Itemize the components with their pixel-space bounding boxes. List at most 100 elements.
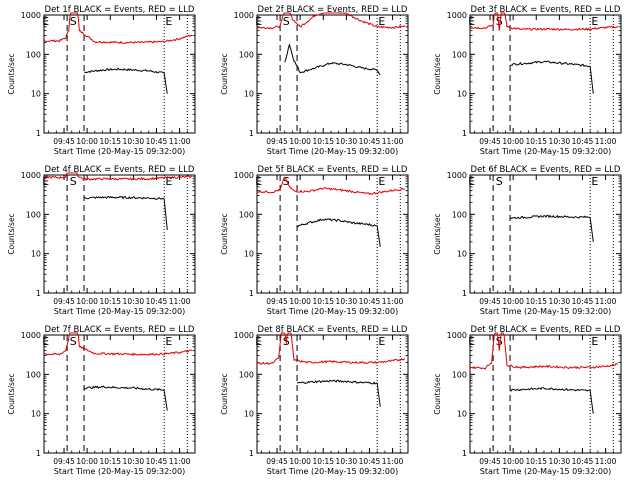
x-tick-label: 10:45 (359, 297, 381, 306)
panel-title: Det 6f BLACK = Events, RED = LLD (471, 165, 621, 175)
x-tick-label: 10:00 (76, 137, 98, 146)
lld-series-line (256, 12, 406, 30)
y-tick-label: 1 (36, 129, 41, 138)
x-tick-label: 10:30 (549, 137, 571, 146)
y-axis-label: Counts/sec (433, 53, 442, 94)
x-tick-label: 10:15 (99, 137, 121, 146)
y-tick-label: 100 (452, 370, 467, 379)
x-axis-label: Start Time (20-May-15 09:32:00) (267, 307, 398, 316)
marker-e-left: E (42, 15, 49, 28)
lld-series-line (43, 12, 193, 45)
x-tick-label: 09:45 (479, 297, 501, 306)
events-series-line (510, 387, 594, 414)
y-axis-label: Counts/sec (433, 373, 442, 414)
marker-e-right: E (378, 175, 385, 188)
y-tick-label: 100 (452, 210, 467, 219)
panel-det-3: Det 3f BLACK = Events, RED = LLD 1 10 100 10… (433, 5, 622, 156)
x-tick-label: 10:30 (336, 137, 358, 146)
panel-title: Det 7f BLACK = Events, RED = LLD (45, 325, 195, 335)
x-tick-label: 10:45 (572, 137, 594, 146)
events-series-line (83, 67, 168, 94)
marker-s: S (70, 335, 77, 348)
y-tick-label: 1000 (447, 11, 467, 20)
x-tick-label: 10:30 (336, 457, 358, 466)
x-tick-label: 10:15 (525, 457, 547, 466)
x-axis-label: Start Time (20-May-15 09:32:00) (54, 467, 185, 476)
x-tick-label: 10:00 (502, 457, 524, 466)
y-tick-label: 1000 (21, 171, 41, 180)
y-tick-label: 100 (239, 50, 254, 59)
plot-frame (256, 14, 409, 134)
x-tick-label: 10:15 (312, 137, 334, 146)
x-tick-label: 09:45 (266, 137, 288, 146)
events-series-line (297, 218, 381, 247)
marker-e-left: E (42, 175, 49, 188)
x-tick-label: 10:15 (99, 297, 121, 306)
y-tick-label: 10 (31, 410, 41, 419)
marker-e-left: E (468, 335, 475, 348)
panel-det-6: Det 6f BLACK = Events, RED = LLD 1 10 100 10… (433, 165, 622, 316)
x-axis-label: Start Time (20-May-15 09:32:00) (267, 147, 398, 156)
y-tick-label: 1 (36, 289, 41, 298)
y-tick-label: 100 (239, 210, 254, 219)
marker-e-left: E (468, 15, 475, 28)
plot-frame (256, 174, 409, 294)
panel-det-2: Det 2f BLACK = Events, RED = LLD 1 10 100 10… (220, 5, 409, 156)
y-tick-label: 10 (457, 250, 467, 259)
y-tick-label: 1 (36, 449, 41, 458)
y-tick-label: 1000 (234, 331, 254, 340)
x-tick-label: 11:00 (382, 297, 404, 306)
x-tick-label: 10:45 (359, 457, 381, 466)
y-tick-label: 10 (244, 250, 254, 259)
x-tick-label: 09:45 (266, 297, 288, 306)
y-tick-label: 10 (457, 410, 467, 419)
marker-e-right: E (378, 335, 385, 348)
x-tick-label: 10:00 (502, 137, 524, 146)
y-axis-label: Counts/sec (220, 373, 229, 414)
y-tick-label: 1 (462, 129, 467, 138)
x-tick-label: 09:45 (479, 137, 501, 146)
y-tick-label: 10 (457, 90, 467, 99)
x-tick-label: 10:45 (572, 457, 594, 466)
x-tick-label: 10:45 (146, 457, 168, 466)
x-tick-label: 10:30 (123, 297, 145, 306)
events-series-line (83, 385, 168, 411)
x-tick-label: 10:30 (123, 457, 145, 466)
x-tick-label: 10:00 (289, 457, 311, 466)
x-tick-label: 11:00 (382, 457, 404, 466)
x-tick-label: 11:00 (169, 297, 191, 306)
events-series-line (509, 214, 594, 242)
events-series-line (510, 60, 594, 94)
panel-title: Det 2f BLACK = Events, RED = LLD (258, 5, 408, 15)
plot-frame (256, 334, 409, 454)
plot-frame (43, 334, 196, 454)
lld-series-line (469, 12, 619, 31)
plot-frame (469, 14, 622, 134)
panel-title: Det 1f BLACK = Events, RED = LLD (45, 5, 195, 15)
y-tick-label: 100 (26, 210, 41, 219)
y-tick-label: 1 (249, 289, 254, 298)
marker-s: S (496, 335, 503, 348)
panel-det-7: Det 7f BLACK = Events, RED = LLD 1 10 100 10… (7, 325, 196, 476)
x-tick-label: 11:00 (169, 137, 191, 146)
x-tick-label: 10:15 (312, 297, 334, 306)
y-tick-label: 100 (26, 370, 41, 379)
lld-series-line (43, 172, 192, 181)
x-tick-label: 09:45 (53, 457, 75, 466)
x-axis-label: Start Time (20-May-15 09:32:00) (267, 467, 398, 476)
y-axis-label: Counts/sec (7, 213, 16, 254)
x-tick-label: 11:00 (595, 457, 617, 466)
y-tick-label: 1 (462, 289, 467, 298)
x-tick-label: 10:15 (99, 457, 121, 466)
y-tick-label: 1000 (21, 331, 41, 340)
panel-title: Det 3f BLACK = Events, RED = LLD (471, 5, 621, 15)
marker-e-right: E (165, 15, 172, 28)
y-tick-label: 100 (239, 370, 254, 379)
x-tick-label: 11:00 (595, 137, 617, 146)
marker-s: S (496, 175, 503, 188)
y-tick-label: 10 (244, 90, 254, 99)
panel-title: Det 9f BLACK = Events, RED = LLD (471, 325, 621, 335)
x-tick-label: 10:45 (572, 297, 594, 306)
y-axis-label: Counts/sec (7, 53, 16, 94)
x-tick-label: 10:00 (502, 297, 524, 306)
